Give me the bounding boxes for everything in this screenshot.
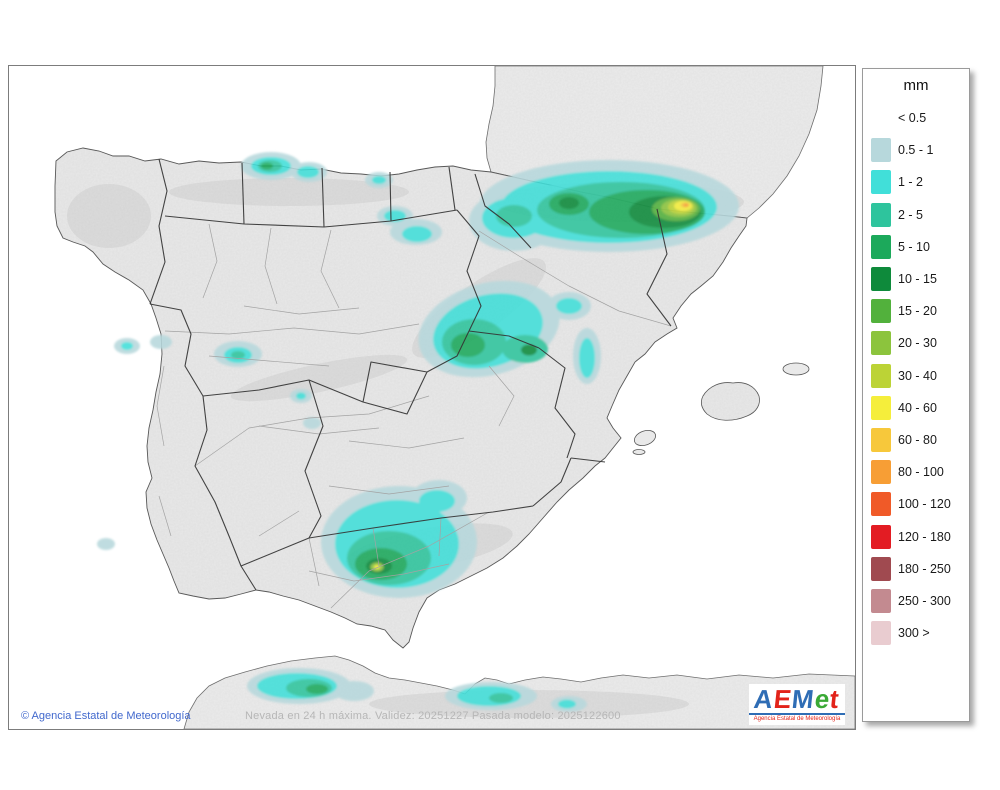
map-frame: © Agencia Estatal de Meteorología Nevada… (8, 65, 856, 730)
legend-entry: 2 - 5 (863, 199, 969, 231)
legend-label: 20 - 30 (898, 336, 937, 351)
province-borders (156, 223, 672, 609)
legend-label: 40 - 60 (898, 400, 937, 415)
aemet-logo-subtitle: Agencia Estatal de Meteorología (749, 713, 845, 723)
legend-entry: 5 - 10 (863, 231, 969, 263)
legend-entry: 250 - 300 (863, 585, 969, 617)
legend-entry: 100 - 120 (863, 488, 969, 520)
legend-panel: mm < 0.5 0.5 - 1 1 - 2 2 - 5 5 - 10 10 - 15 15… (862, 68, 970, 722)
legend-title: mm (903, 77, 929, 94)
legend-entry: 20 - 30 (863, 327, 969, 359)
legend-label: 0.5 - 1 (898, 143, 934, 158)
legend-swatch (871, 556, 891, 581)
legend-label: 60 - 80 (898, 432, 937, 447)
legend-label: 180 - 250 (898, 561, 951, 576)
legend-label: 1 - 2 (898, 175, 924, 190)
snowfall-overlay (97, 152, 739, 712)
legend-label: 80 - 100 (898, 465, 944, 480)
legend-swatch (871, 460, 891, 485)
legend-entry: 10 - 15 (863, 263, 969, 295)
legend-entry: 0.5 - 1 (863, 134, 969, 166)
aemet-logo: AEMet Agencia Estatal de Meteorología (749, 684, 845, 725)
legend-label: 2 - 5 (898, 207, 924, 222)
legend-label: 15 - 20 (898, 304, 937, 319)
aemet-logo-letters: AEMet (749, 684, 845, 714)
aemet-logo-letter: t (828, 684, 842, 714)
ibiza-island (633, 430, 657, 446)
legend-swatch (871, 234, 891, 259)
legend-label: < 0.5 (898, 111, 927, 126)
legend-swatch (871, 395, 891, 420)
legend-label: 300 > (898, 626, 930, 641)
legend-swatch (871, 524, 891, 549)
region-borders (149, 158, 672, 591)
legend-entry: 300 > (863, 617, 969, 649)
balearic-islands (632, 362, 810, 455)
legend-label: 30 - 40 (898, 368, 937, 383)
legend-entry: 120 - 180 (863, 520, 969, 552)
legend-entry: 80 - 100 (863, 456, 969, 488)
legend-label: 5 - 10 (898, 239, 930, 254)
legend-swatch (871, 170, 891, 195)
legend-swatch (871, 202, 891, 227)
legend-label: 100 - 120 (898, 497, 951, 512)
legend-swatch (871, 363, 891, 388)
legend-swatch (871, 138, 891, 163)
copyright-text: © Agencia Estatal de Meteorología (21, 710, 191, 722)
legend-entry: 30 - 40 (863, 360, 969, 392)
legend-entry: < 0.5 (863, 102, 969, 134)
legend-swatch (871, 621, 891, 646)
legend-swatch (871, 492, 891, 517)
legend-label: 120 - 180 (898, 529, 951, 544)
band-80-100 (683, 203, 689, 207)
legend-swatch (871, 267, 891, 292)
menorca-island (782, 362, 810, 376)
legend-entry: 40 - 60 (863, 392, 969, 424)
legend-entries: < 0.5 0.5 - 1 1 - 2 2 - 5 5 - 10 10 - 15 15 - … (863, 102, 969, 649)
aemet-logo-letter: M (790, 684, 817, 714)
legend-entry: 60 - 80 (863, 424, 969, 456)
formentera-island (632, 449, 646, 455)
iberia-snowfall-map (9, 66, 855, 729)
aemet-logo-letter: A (752, 684, 776, 714)
legend-swatch (871, 588, 891, 613)
landmasses (54, 66, 855, 729)
legend-entry: 1 - 2 (863, 166, 969, 198)
legend-label: 10 - 15 (898, 272, 937, 287)
legend-label: 250 - 300 (898, 593, 951, 608)
legend-swatch (871, 331, 891, 356)
legend-entry: 15 - 20 (863, 295, 969, 327)
legend-swatch (871, 299, 891, 324)
legend-swatch (871, 427, 891, 452)
map-caption: Nevada en 24 h máxima. Validez: 20251227… (245, 710, 621, 722)
legend-entry: 180 - 250 (863, 553, 969, 585)
